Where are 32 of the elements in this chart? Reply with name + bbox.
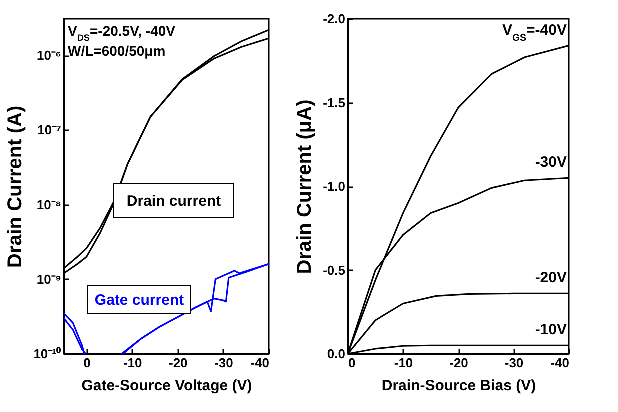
series-label: Drain current: [126, 193, 222, 210]
series-label: -30V: [535, 154, 567, 172]
y-axis-title: Drain Current (μA): [294, 100, 316, 274]
y-tick-label: 10⁻⁶: [37, 48, 62, 64]
x-tick-label: -30: [214, 356, 234, 370]
x-tick-label: 0: [348, 356, 356, 370]
series-label: -10V: [535, 322, 567, 339]
x-tick-label: -20: [168, 356, 188, 370]
y-tick-label: 0.0: [327, 346, 346, 362]
x-tick-label: -30: [504, 356, 524, 370]
series-label: V$_{GS}$=-40V: [502, 22, 567, 44]
x-tick-label: -20: [450, 356, 468, 370]
x-tick-label: -10: [394, 356, 414, 370]
y-tick-label: 10⁻⁸: [36, 197, 62, 212]
x-tick-label: 0: [84, 356, 91, 370]
x-tick-label: -10: [123, 356, 142, 370]
annotation: W/L=600/50μm: [68, 43, 166, 59]
y-tick-label: -2.0: [323, 12, 346, 26]
x-tick-label: -40: [550, 356, 570, 370]
y-tick-label: 10⁻⁷: [38, 122, 62, 138]
x-axis-title: Drain-Source Bias (V): [382, 378, 536, 394]
y-tick-label: -1.0: [323, 179, 346, 194]
x-axis-title: Gate-Source Voltage (V): [82, 378, 252, 394]
y-tick-label: 10⁻¹⁰: [34, 346, 62, 362]
series-label: Gate current: [94, 292, 184, 309]
y-tick-label: -1.5: [323, 95, 346, 110]
x-tick-label: -40: [250, 356, 270, 370]
y-axis-title: Drain Current (A): [4, 106, 27, 268]
y-tick-label: 10⁻⁹: [36, 272, 62, 287]
y-tick-label: -0.5: [323, 262, 346, 278]
series-label: -20V: [535, 270, 567, 287]
annotation: V$_{DS}$=-20.5V, -40V: [68, 23, 176, 43]
